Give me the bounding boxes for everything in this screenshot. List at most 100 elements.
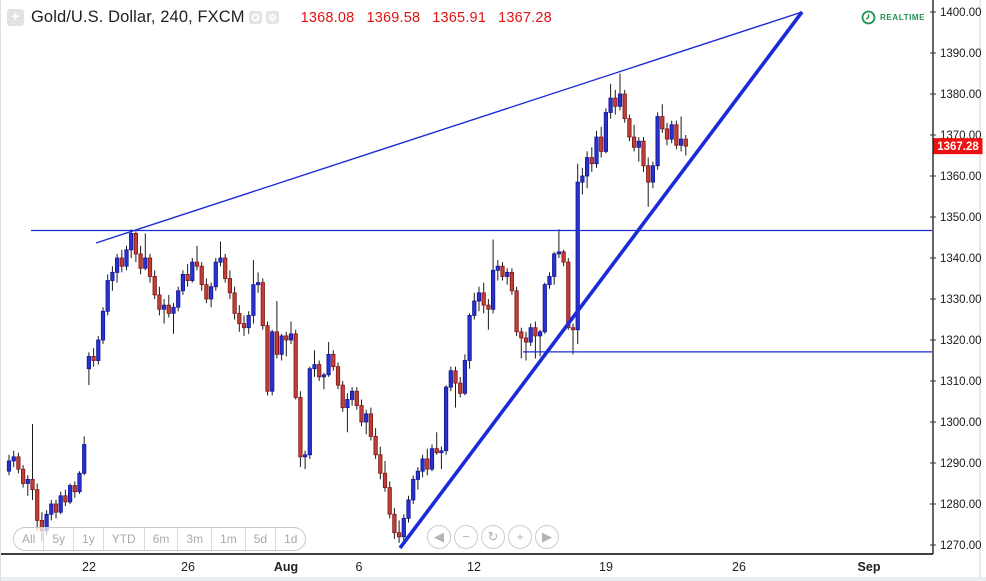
range-button-5d[interactable]: 5d — [246, 528, 277, 550]
candle-up — [255, 282, 261, 286]
candle-up — [406, 499, 411, 519]
candle-down — [265, 325, 270, 392]
range-button-1y[interactable]: 1y — [74, 528, 104, 550]
time-axis[interactable]: 22 26 Aug 6 12 19 26 Sep — [82, 560, 881, 574]
price-tick-label: 1320.00 — [940, 335, 982, 347]
candle-down — [561, 251, 566, 263]
candle-up — [77, 472, 82, 493]
pan-right-button[interactable]: ▶ — [535, 525, 559, 549]
candle-down — [335, 366, 341, 386]
price-axis[interactable]: 1400.001390.001380.001370.001360.001350.… — [930, 7, 982, 552]
candle-down — [274, 331, 280, 355]
candle-down — [63, 495, 68, 503]
time-tick-label: Sep — [858, 560, 881, 574]
candle-down — [434, 448, 439, 454]
candle-down — [284, 335, 289, 341]
reset-view-button[interactable]: ↻ — [481, 525, 505, 549]
candle-up — [321, 374, 327, 378]
candle-down — [232, 292, 237, 314]
candle-down — [514, 290, 519, 333]
candle-down — [359, 405, 364, 423]
ohlc-values: 1368.08 1369.58 1365.91 1367.28 — [289, 10, 552, 26]
time-tick-label: 6 — [356, 560, 363, 574]
candle-down — [16, 456, 21, 470]
candle-up — [364, 413, 369, 423]
settings-gear-icon[interactable] — [265, 11, 279, 24]
low-value: 1365.91 — [432, 9, 487, 26]
hide-series-icon[interactable] — [248, 11, 262, 24]
high-value: 1369.58 — [366, 9, 421, 26]
candle-up — [6, 460, 12, 472]
candle-up — [307, 368, 312, 456]
candle-down — [613, 97, 618, 107]
pan-left-button[interactable]: ◀ — [427, 525, 451, 549]
candle-down — [660, 116, 665, 130]
candle-down — [570, 327, 576, 331]
candle-up — [650, 165, 656, 183]
range-button-ytd[interactable]: YTD — [104, 528, 145, 550]
candle-up — [411, 478, 416, 501]
compare-add-icon[interactable]: + — [7, 9, 24, 26]
price-tick-label: 1380.00 — [940, 89, 982, 101]
candle-down — [30, 478, 35, 491]
price-tick-label: 1340.00 — [940, 253, 982, 265]
candle-up — [58, 495, 63, 513]
candle-up — [326, 353, 331, 376]
candle-up — [312, 364, 317, 370]
range-button-all[interactable]: All — [14, 528, 45, 550]
candle-down — [204, 284, 209, 300]
range-button-1d[interactable]: 1d — [284, 532, 298, 546]
realtime-label: REALTIME — [880, 13, 926, 22]
candle-up — [538, 331, 543, 337]
candle-down — [683, 138, 688, 147]
candle-down — [486, 304, 491, 310]
candle-down — [260, 282, 265, 327]
candle-down — [138, 253, 143, 269]
candle-up — [110, 271, 115, 281]
candle-down — [509, 271, 515, 292]
candle-up — [420, 458, 425, 472]
range-button-6m[interactable]: 6m — [145, 528, 179, 550]
date-range-selector: All 5y 1y YTD 6m 3m 1m 5d 1d — [13, 527, 307, 551]
candle-down — [382, 472, 388, 489]
candle-up — [96, 339, 101, 361]
realtime-badge: REALTIME — [861, 10, 925, 25]
candle-up — [279, 335, 284, 355]
candle-up — [575, 181, 580, 331]
zoom-out-button[interactable]: − — [454, 525, 478, 549]
trendline-drawings[interactable] — [31, 10, 932, 550]
candle-down — [354, 390, 359, 407]
candle-up — [490, 269, 496, 310]
candle-down — [241, 323, 247, 329]
candle-down — [373, 435, 378, 456]
candle-down — [627, 118, 632, 138]
zoom-in-button[interactable]: + — [508, 525, 532, 549]
candle-down — [368, 413, 374, 437]
candle-down — [632, 136, 637, 148]
candle-down — [119, 257, 124, 267]
range-button-5y[interactable]: 5y — [44, 528, 75, 550]
candle-up — [68, 485, 73, 503]
time-tick-label: 22 — [82, 560, 96, 574]
candle-down — [317, 364, 322, 378]
candle-up — [143, 257, 148, 269]
candle-down — [91, 355, 96, 361]
candle-up — [472, 300, 477, 316]
candle-up — [556, 251, 562, 255]
candle-down — [674, 124, 679, 146]
candle-up — [528, 327, 533, 343]
range-button-3m[interactable]: 3m — [178, 528, 213, 550]
candle-up — [124, 249, 129, 267]
candle-down — [166, 304, 171, 314]
candle-down — [453, 370, 458, 384]
candle-down — [152, 276, 157, 296]
candle-up — [190, 261, 195, 281]
candle-down — [227, 278, 232, 294]
price-tick-label: 1400.00 — [940, 7, 982, 19]
range-button-1m[interactable]: 1m — [212, 528, 246, 550]
candle-up — [251, 284, 256, 316]
last-price-label: 1367.28 — [933, 138, 983, 155]
time-tick-label: 26 — [181, 560, 195, 574]
